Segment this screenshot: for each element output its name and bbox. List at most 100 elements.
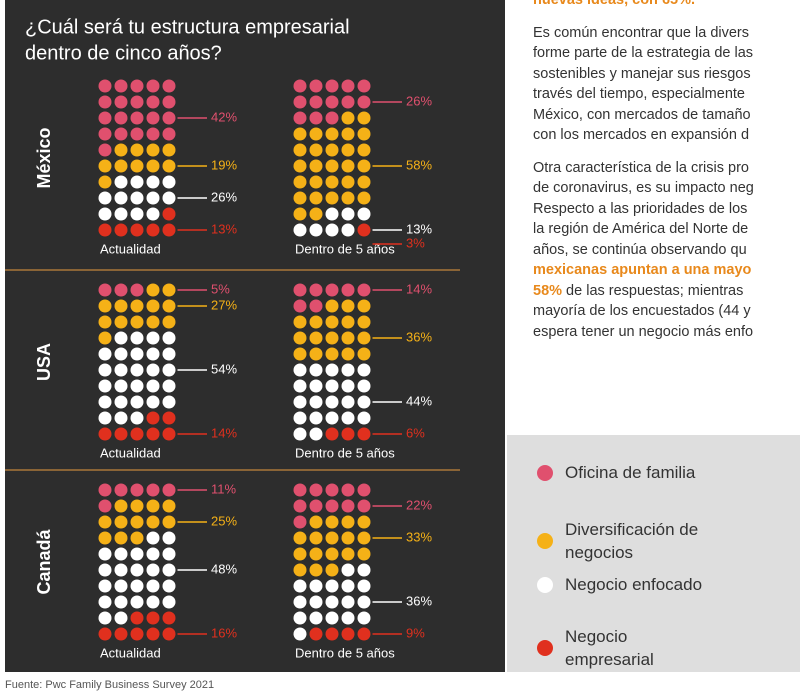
dot <box>325 207 339 221</box>
dot <box>357 347 371 361</box>
dot <box>357 207 371 221</box>
dot <box>309 515 323 529</box>
dot <box>309 483 323 497</box>
dot <box>325 191 339 205</box>
dot <box>341 95 355 109</box>
waffle-segment <box>98 331 176 425</box>
dot <box>130 563 144 577</box>
dot <box>341 611 355 625</box>
legend-label: Negocio enfocado <box>565 575 703 594</box>
dot <box>114 379 128 393</box>
dot <box>293 563 307 577</box>
dot <box>357 379 371 393</box>
dot <box>114 483 128 497</box>
value-label: 25% <box>211 513 237 528</box>
dot <box>98 483 112 497</box>
dot <box>162 579 176 593</box>
dot <box>309 363 323 377</box>
waffle-segment <box>98 483 176 513</box>
dot <box>162 175 176 189</box>
text-span: años, se continúa observando qu <box>533 241 747 258</box>
dot <box>357 159 371 173</box>
dot <box>309 627 323 641</box>
dot <box>357 127 371 141</box>
dot <box>162 223 176 237</box>
dot <box>325 283 339 297</box>
waffle-segment <box>357 223 371 237</box>
value-label: 19% <box>211 157 237 172</box>
text-span: México, con mercados de tamaño <box>533 106 751 123</box>
dot <box>146 427 160 441</box>
dot <box>309 531 323 545</box>
dot <box>341 595 355 609</box>
dot <box>325 531 339 545</box>
dot <box>341 331 355 345</box>
waffle-segment <box>293 79 371 125</box>
waffle-segment <box>98 411 176 441</box>
waffle-caption: Actualidad <box>100 645 161 660</box>
dot <box>162 127 176 141</box>
dot <box>114 515 128 529</box>
dot <box>114 531 128 545</box>
text-span: sostenibles y manejar sus riesgos <box>533 65 751 82</box>
dot <box>130 595 144 609</box>
paragraph: Es común encontrar que la divers forme pa… <box>533 23 800 146</box>
dot <box>162 547 176 561</box>
dot <box>309 95 323 109</box>
dot <box>114 191 128 205</box>
dot <box>114 299 128 313</box>
dot <box>357 515 371 529</box>
waffle-segment <box>293 515 371 577</box>
text-line: con los mercados en expansión d <box>533 125 800 146</box>
dot <box>114 363 128 377</box>
text-line: espera tener un negocio más enfo <box>533 322 800 343</box>
dot <box>130 499 144 513</box>
dot <box>162 299 176 313</box>
dot <box>325 143 339 157</box>
dot <box>357 595 371 609</box>
text-span: Es común encontrar que la divers <box>533 24 749 41</box>
dot <box>114 223 128 237</box>
dot <box>293 379 307 393</box>
waffle-caption: Actualidad <box>100 241 161 256</box>
dot <box>341 531 355 545</box>
dot <box>357 299 371 313</box>
dot <box>341 223 355 237</box>
dot <box>98 427 112 441</box>
country-label: Canadá <box>34 529 54 595</box>
text-span: forme parte de la estrategia de las <box>533 45 754 61</box>
text-line: mayoría de los encuestados (44 y <box>533 301 800 322</box>
waffle-segment <box>98 207 176 237</box>
text-span: con los mercados en expansión d <box>533 127 750 143</box>
dot <box>341 563 355 577</box>
dot <box>309 579 323 593</box>
dot <box>162 79 176 93</box>
dot <box>146 223 160 237</box>
text-line: Otra característica de la crisis pro <box>533 158 800 179</box>
dot <box>341 191 355 205</box>
dot <box>162 531 176 545</box>
dot <box>293 331 307 345</box>
dot <box>130 515 144 529</box>
dot <box>130 531 144 545</box>
dot <box>357 283 371 297</box>
legend-label: Diversificación de negocios <box>565 520 699 562</box>
dot <box>98 127 112 141</box>
legend-item: Negocio enfocado <box>537 573 705 596</box>
text-span: de las respuestas; mientras <box>562 282 744 299</box>
dot <box>309 79 323 93</box>
country-label: México <box>34 127 54 188</box>
dot <box>130 143 144 157</box>
dot <box>325 379 339 393</box>
dot <box>162 159 176 173</box>
dot <box>146 111 160 125</box>
dot <box>293 207 307 221</box>
dot <box>162 331 176 345</box>
dot <box>98 223 112 237</box>
dot <box>146 563 160 577</box>
dot <box>341 143 355 157</box>
dot <box>357 95 371 109</box>
value-label: 16% <box>211 625 237 640</box>
waffle-segment <box>309 627 371 641</box>
dot <box>293 547 307 561</box>
